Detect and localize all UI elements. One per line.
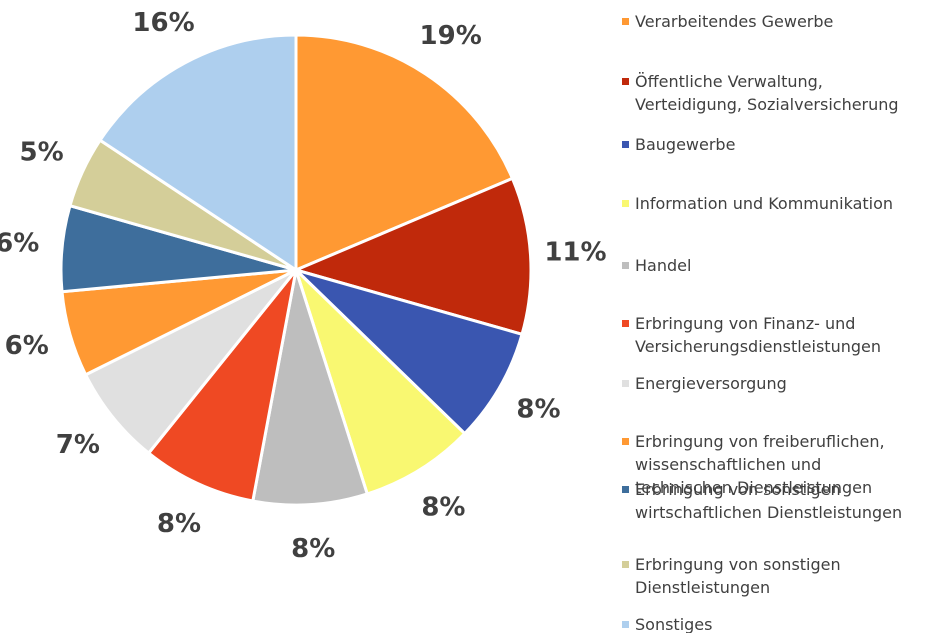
legend-swatch	[622, 78, 629, 85]
data-label: 7%	[56, 430, 100, 460]
legend-label: Erbringung von sonstigen Dienstleistunge…	[635, 555, 841, 597]
legend-swatch	[622, 380, 629, 387]
legend-swatch	[622, 200, 629, 207]
legend-item: Energieversorgung	[622, 372, 787, 395]
data-label: 6%	[5, 331, 49, 361]
legend-item: Information und Kommunikation	[622, 192, 893, 215]
legend-item: Handel	[622, 254, 691, 277]
legend-label: Erbringung von sonstigen wirtschaftliche…	[635, 480, 903, 522]
legend-label: Baugewerbe	[635, 135, 736, 154]
pie-slice	[98, 33, 298, 273]
legend-label: Energieversorgung	[635, 374, 787, 393]
data-label: 19%	[420, 21, 482, 51]
pie-slice	[294, 268, 467, 496]
legend-swatch	[622, 320, 629, 327]
legend-swatch	[622, 438, 629, 445]
legend-label: Information und Kommunikation	[635, 194, 894, 213]
legend-swatch	[622, 621, 629, 628]
legend-label: Verarbeitendes Gewerbe	[635, 12, 834, 31]
legend-item: Erbringung von Finanz- und Versicherungs…	[622, 312, 881, 358]
legend-swatch	[622, 18, 629, 25]
legend-label: Öffentliche Verwaltung, Verteidigung, So…	[635, 72, 899, 114]
legend-swatch	[622, 262, 629, 269]
legend-item: Erbringung von sonstigen wirtschaftliche…	[622, 478, 902, 524]
legend-label: Sonstiges	[635, 615, 713, 633]
legend-swatch	[622, 486, 629, 493]
legend-label: Erbringung von Finanz- und Versicherungs…	[635, 314, 881, 356]
data-label: 8%	[157, 509, 201, 539]
data-label: 6%	[0, 229, 39, 259]
legend-item: Erbringung von freiberuflichen, wissensc…	[622, 430, 885, 499]
data-label: 5%	[20, 137, 64, 167]
legend-item: Sonstiges	[622, 613, 712, 633]
pie-slice	[146, 269, 298, 503]
legend-label: Erbringung von freiberuflichen, wissensc…	[635, 432, 885, 497]
legend-swatch	[622, 561, 629, 568]
pie-slice	[251, 269, 370, 507]
data-label: 11%	[544, 237, 606, 267]
legend-item: Baugewerbe	[622, 133, 735, 156]
data-label: 8%	[516, 395, 560, 425]
legend-item: Öffentliche Verwaltung, Verteidigung, So…	[622, 70, 899, 116]
legend-item: Erbringung von sonstigen Dienstleistunge…	[622, 553, 841, 599]
data-label: 8%	[291, 534, 335, 564]
legend-swatch	[622, 141, 629, 148]
legend-label: Handel	[635, 256, 692, 275]
data-label: 16%	[132, 8, 194, 38]
pie-slice	[294, 33, 515, 273]
legend-item: Verarbeitendes Gewerbe	[622, 10, 833, 33]
pie-slice	[294, 268, 524, 436]
pie-slice	[291, 176, 533, 337]
data-label: 8%	[421, 493, 465, 523]
